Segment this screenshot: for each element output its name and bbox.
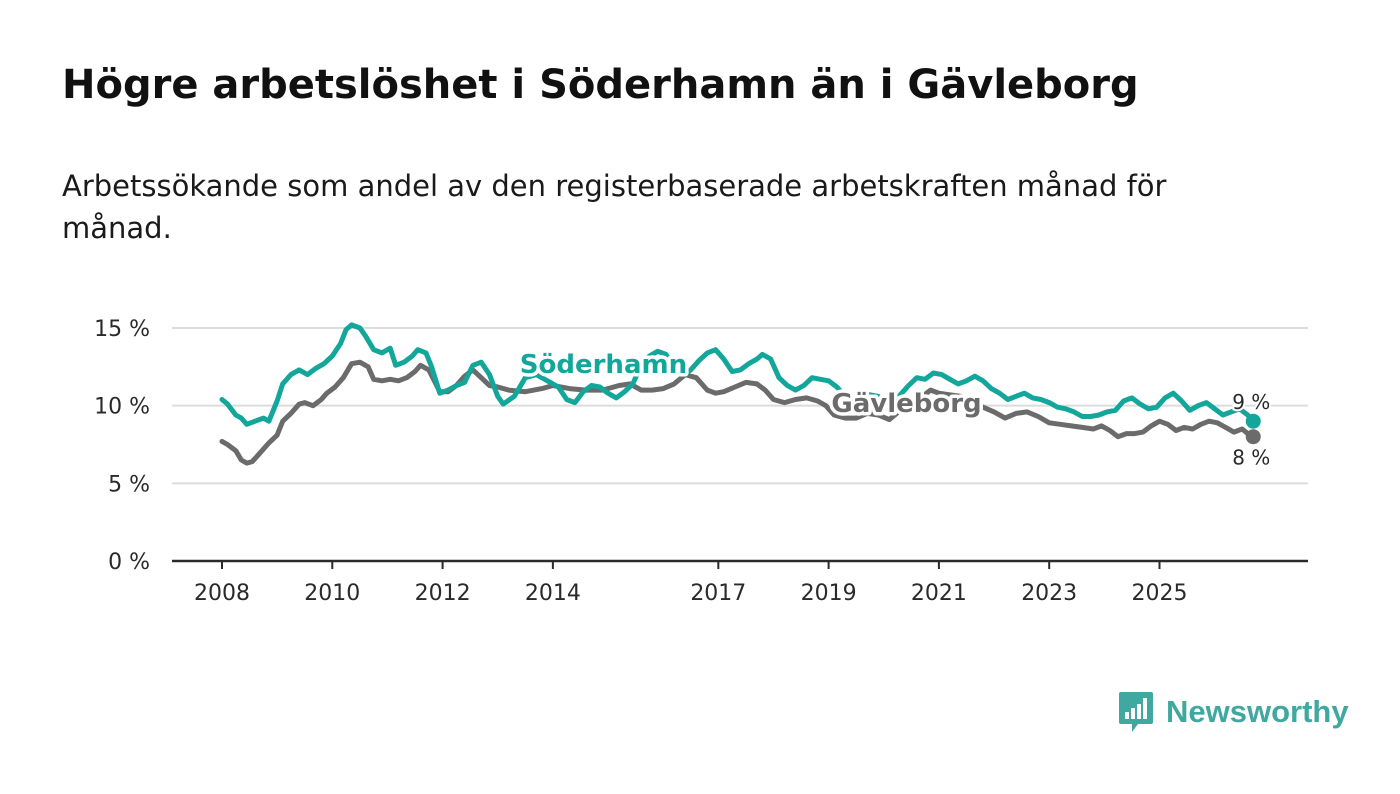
series-lines — [219, 322, 1261, 466]
series-label-gävleborg: Gävleborg — [831, 389, 981, 419]
end-value-label-söderhamn: 9 % — [1232, 390, 1270, 414]
x-tick-label: 2021 — [911, 581, 967, 606]
series-labels: Gävleborg 8 % Söderhamn 9 % — [516, 347, 1272, 472]
brand-name: Newsworthy — [1166, 694, 1349, 729]
x-tick-label: 2014 — [525, 581, 581, 606]
series-label-söderhamn: Söderhamn — [520, 350, 687, 380]
end-point-gävleborg — [1245, 429, 1261, 445]
y-tick-label: 5 % — [108, 472, 150, 497]
x-tick-label: 2010 — [304, 581, 360, 606]
x-tick-label: 2008 — [194, 581, 250, 606]
x-axis: 2008 2010 2012 2014 2017 2019 2021 2023 2025 — [172, 559, 1308, 606]
x-tick-label: 2019 — [801, 581, 857, 606]
x-tick-label: 2017 — [690, 581, 746, 606]
brand-logo: Newsworthy — [1118, 690, 1349, 734]
gridlines — [172, 327, 1308, 485]
x-tick-label: 2012 — [415, 581, 471, 606]
end-value-label-gävleborg: 8 % — [1232, 446, 1270, 470]
end-point-söderhamn — [1245, 413, 1261, 429]
chart-subtitle: Arbetssökande som andel av den registerb… — [62, 169, 1167, 245]
x-tick-label: 2025 — [1131, 581, 1187, 606]
series-line-söderhamn — [219, 322, 1256, 427]
y-tick-label: 10 % — [94, 395, 150, 420]
chart-title: Högre arbetslöshet i Söderhamn än i Gävl… — [62, 62, 1139, 108]
x-tick-label: 2023 — [1021, 581, 1077, 606]
y-tick-label: 15 % — [94, 317, 150, 342]
newsworthy-logo-icon — [1119, 692, 1153, 732]
series-line-gävleborg — [219, 359, 1256, 466]
y-tick-label: 0 % — [108, 550, 150, 575]
y-axis: 0 % 5 % 10 % 15 % — [94, 317, 150, 575]
